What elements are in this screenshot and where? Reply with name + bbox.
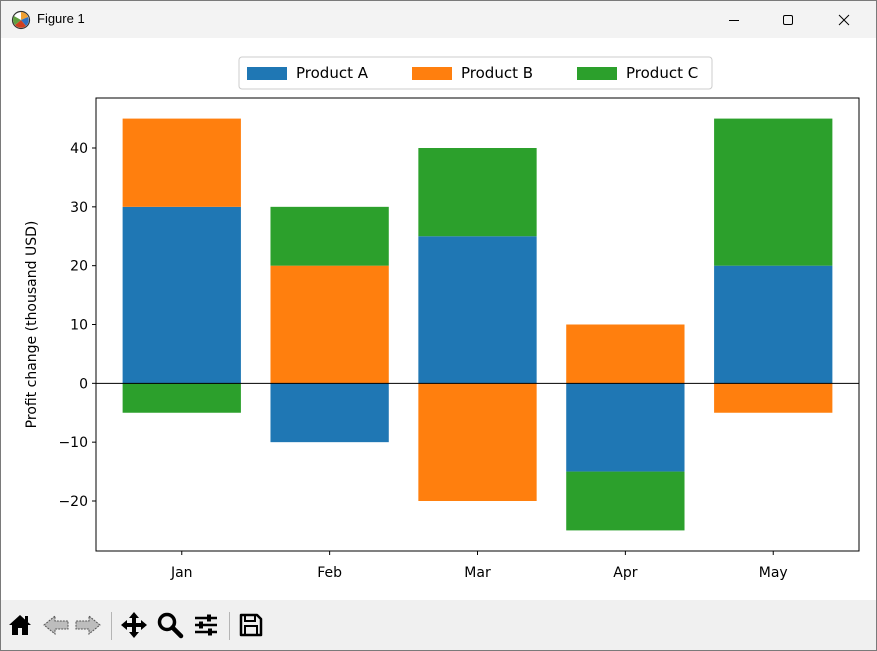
close-button[interactable] — [821, 1, 867, 38]
legend-swatch — [412, 67, 452, 80]
y-tick-label: 40 — [70, 141, 88, 157]
x-tick-label: Jan — [170, 565, 193, 581]
bar-jan-product-a — [122, 206, 241, 384]
x-tick-label: Mar — [464, 565, 491, 581]
maximize-button[interactable] — [765, 1, 811, 38]
title-bar[interactable]: Figure 1 — [1, 1, 876, 38]
figure-canvas[interactable]: −20 −10 0 10 20 30 40 Jan Feb Mar Apr May Profit cha… — [1, 38, 876, 600]
configure-subplots-icon — [195, 614, 217, 636]
configure-subplots-button[interactable] — [191, 610, 221, 640]
y-tick-label: 10 — [70, 318, 88, 334]
minimize-icon — [729, 19, 739, 21]
save-button[interactable] — [236, 610, 266, 640]
bar-apr-product-b — [566, 324, 685, 384]
close-icon — [838, 14, 850, 25]
pan-icon — [121, 612, 147, 638]
legend-label: Product B — [461, 64, 533, 82]
back-button[interactable] — [41, 610, 71, 640]
bar-chart: −20 −10 0 10 20 30 40 Jan Feb Mar Apr May Profit cha… — [24, 56, 860, 581]
y-axis-label: Profit change (thousand USD) — [24, 221, 40, 429]
bar-may-product-c — [714, 118, 833, 266]
bar-feb-product-b — [270, 265, 389, 384]
bar-mar-product-c — [418, 148, 537, 237]
forward-arrow-icon — [75, 614, 101, 636]
toolbar-separator — [229, 612, 230, 640]
bar-mar-product-b — [418, 383, 537, 501]
bar-apr-product-a — [566, 383, 685, 472]
x-tick-label: May — [759, 565, 788, 581]
matplotlib-icon — [11, 10, 31, 30]
minimize-button[interactable] — [711, 1, 757, 38]
bar-jan-product-b — [122, 118, 241, 207]
bar-jan-product-c — [122, 383, 241, 413]
legend-swatch — [577, 67, 617, 80]
y-tick-label: 30 — [70, 200, 88, 216]
bar-mar-product-a — [418, 236, 537, 384]
y-tick-label: −20 — [58, 494, 88, 510]
y-tick-label: 20 — [70, 259, 88, 275]
pan-button[interactable] — [119, 610, 149, 640]
home-icon — [9, 615, 31, 635]
save-icon — [239, 613, 263, 637]
bar-apr-product-c — [566, 471, 685, 531]
x-tick-label: Feb — [317, 565, 342, 581]
toolbar-separator — [111, 612, 112, 640]
home-button[interactable] — [5, 610, 35, 640]
navigation-toolbar — [1, 600, 876, 650]
bar-may-product-a — [714, 265, 833, 384]
back-arrow-icon — [43, 614, 69, 636]
legend-label: Product C — [626, 64, 698, 82]
zoom-icon — [157, 612, 184, 639]
bar-feb-product-c — [270, 206, 389, 266]
window-title: Figure 1 — [37, 11, 85, 26]
y-tick-label: 0 — [79, 376, 88, 392]
y-tick-label: −10 — [58, 435, 88, 451]
legend-box — [238, 56, 713, 90]
x-tick-label: Apr — [613, 565, 637, 581]
bar-feb-product-a — [270, 383, 389, 443]
legend-label: Product A — [296, 64, 369, 82]
maximize-icon — [783, 14, 793, 25]
bar-may-product-b — [714, 383, 833, 413]
legend-swatch — [247, 67, 287, 80]
zoom-button[interactable] — [155, 610, 185, 640]
forward-button[interactable] — [73, 610, 103, 640]
